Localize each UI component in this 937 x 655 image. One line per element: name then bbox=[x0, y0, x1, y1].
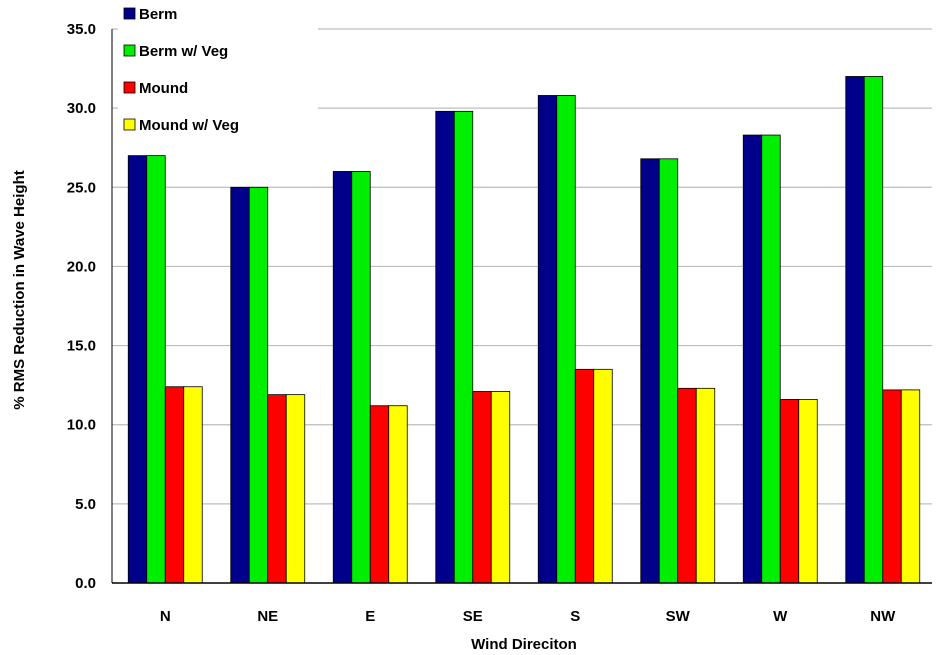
y-tick-label: 10.0 bbox=[67, 417, 96, 434]
bar bbox=[267, 394, 287, 584]
bar bbox=[490, 391, 511, 584]
bar bbox=[435, 110, 455, 584]
legend-swatch bbox=[123, 81, 136, 94]
bar bbox=[537, 95, 558, 584]
legend-label: Mound w/ Veg bbox=[139, 117, 239, 134]
bar bbox=[900, 389, 921, 584]
bar bbox=[127, 155, 148, 584]
bar bbox=[248, 186, 269, 584]
y-tick-label: 30.0 bbox=[67, 100, 96, 117]
bar bbox=[285, 394, 306, 584]
legend-background bbox=[118, 0, 318, 146]
bar bbox=[882, 389, 902, 584]
bar bbox=[658, 158, 679, 584]
y-tick-label: 15.0 bbox=[67, 338, 96, 355]
x-tick-label: NE bbox=[257, 608, 278, 625]
bar bbox=[183, 386, 203, 584]
legend-label: Mound bbox=[139, 80, 188, 97]
bar bbox=[845, 76, 865, 584]
bar bbox=[472, 391, 492, 584]
bar bbox=[351, 171, 371, 584]
bars bbox=[127, 76, 921, 584]
bar bbox=[453, 110, 474, 584]
x-tick-label: W bbox=[773, 608, 788, 625]
bar bbox=[369, 405, 390, 584]
bar bbox=[146, 155, 166, 584]
x-tick-label: E bbox=[365, 608, 375, 625]
y-tick-label: 5.0 bbox=[75, 496, 96, 513]
bar bbox=[640, 158, 660, 584]
legend-swatch bbox=[123, 7, 136, 20]
y-tick-label: 25.0 bbox=[67, 179, 96, 196]
bar bbox=[677, 387, 697, 584]
y-tick-label: 35.0 bbox=[67, 21, 96, 38]
y-tick-labels: 0.0 5.0 10.0 15.0 20.0 25.0 30.0 35.0 bbox=[67, 21, 96, 592]
bar bbox=[798, 398, 818, 584]
x-tick-label: NW bbox=[870, 608, 896, 625]
legend: Berm Berm w/ Veg Mound Mound w/ Veg bbox=[123, 6, 239, 134]
x-tick-label: SE bbox=[463, 608, 483, 625]
legend-swatch bbox=[123, 44, 136, 57]
x-tick-label: N bbox=[160, 608, 171, 625]
bar bbox=[230, 186, 250, 584]
legend-label: Berm bbox=[139, 6, 177, 23]
x-tick-label: S bbox=[570, 608, 580, 625]
x-axis-title: Wind Direciton bbox=[471, 636, 577, 653]
bar bbox=[574, 368, 595, 584]
y-tick-label: 0.0 bbox=[75, 575, 96, 592]
bar bbox=[695, 387, 716, 584]
bar bbox=[556, 95, 576, 584]
x-tick-labels: N NE E SE S SW W NW bbox=[160, 608, 896, 625]
bar bbox=[164, 386, 185, 584]
bar bbox=[761, 134, 781, 584]
bar bbox=[742, 134, 763, 584]
y-axis-title: % RMS Reduction in Wave Height bbox=[11, 170, 28, 409]
legend-label: Berm w/ Veg bbox=[139, 43, 228, 60]
bar bbox=[332, 171, 353, 584]
legend-swatch bbox=[123, 118, 136, 131]
bar bbox=[593, 368, 613, 584]
bar bbox=[779, 398, 800, 584]
bar bbox=[863, 76, 884, 584]
bar bbox=[388, 405, 408, 584]
x-tick-label: SW bbox=[666, 608, 691, 625]
y-tick-label: 20.0 bbox=[67, 258, 96, 275]
